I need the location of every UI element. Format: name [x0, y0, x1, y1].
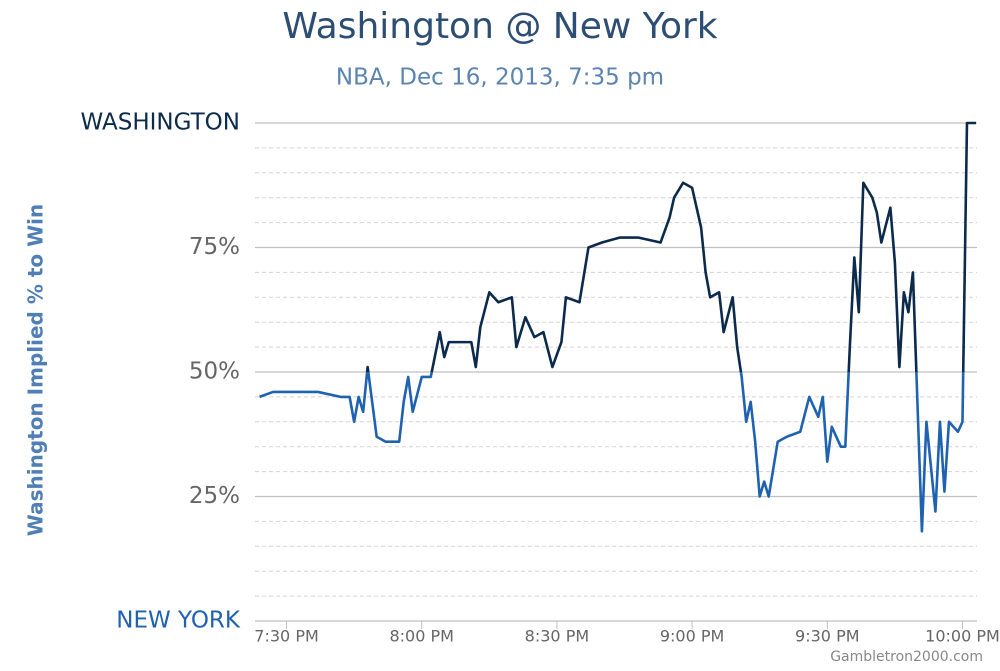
chart-subtitle: NBA, Dec 16, 2013, 7:35 pm	[336, 65, 664, 91]
x-tick-label: 7:30 PM	[254, 627, 318, 646]
x-tick-label: 10:00 PM	[925, 627, 1000, 646]
y-tick-label: 25%	[189, 483, 240, 509]
line	[259, 121, 976, 533]
x-tick-label: 9:30 PM	[795, 627, 859, 646]
x-tick-label: 8:30 PM	[525, 627, 589, 646]
x-tick-label: 8:00 PM	[389, 627, 453, 646]
watermark: Gambletron2000.com	[830, 649, 983, 665]
y-tick-label: 50%	[189, 359, 240, 385]
chart-title: Washington @ New York	[282, 6, 717, 47]
y-tick-label: WASHINGTON	[81, 110, 240, 136]
y-tick-label: 75%	[189, 234, 240, 260]
x-tick-label: 9:00 PM	[660, 627, 724, 646]
y-axis-title: Washington Implied % to Win	[24, 204, 48, 536]
y-tick-label: NEW YORK	[116, 608, 241, 634]
